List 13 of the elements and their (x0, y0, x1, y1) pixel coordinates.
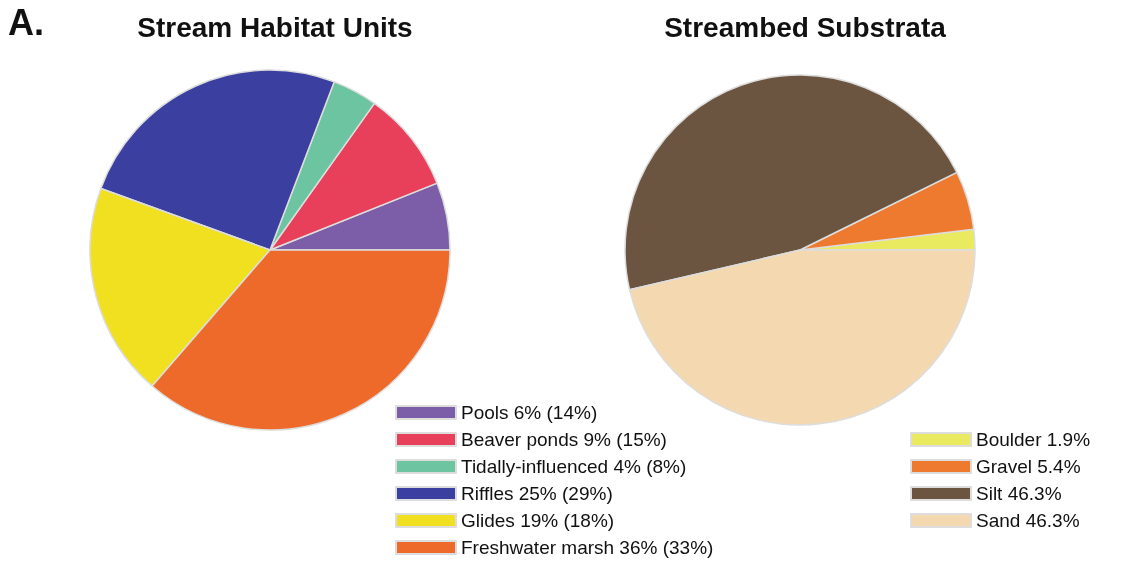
legend-label: Silt 46.3% (976, 483, 1062, 504)
legend-label: Pools 6% (14%) (461, 402, 598, 423)
legend-label: Boulder 1.9% (976, 429, 1091, 450)
legend-label: Beaver ponds 9% (15%) (461, 429, 667, 450)
legend-label: Tidally-influenced 4% (8%) (461, 456, 687, 477)
legend-label: Gravel 5.4% (976, 456, 1081, 477)
legend-label: Glides 19% (18%) (461, 510, 615, 531)
chart-title: Streambed Substrata (664, 11, 947, 43)
legend-label: Riffles 25% (29%) (461, 483, 613, 504)
legend-label: Freshwater marsh 36% (33%) (461, 537, 714, 558)
chart-title: Stream Habitat Units (137, 11, 413, 43)
text: A. (8, 1, 44, 43)
legend-label: Sand 46.3% (976, 510, 1080, 531)
